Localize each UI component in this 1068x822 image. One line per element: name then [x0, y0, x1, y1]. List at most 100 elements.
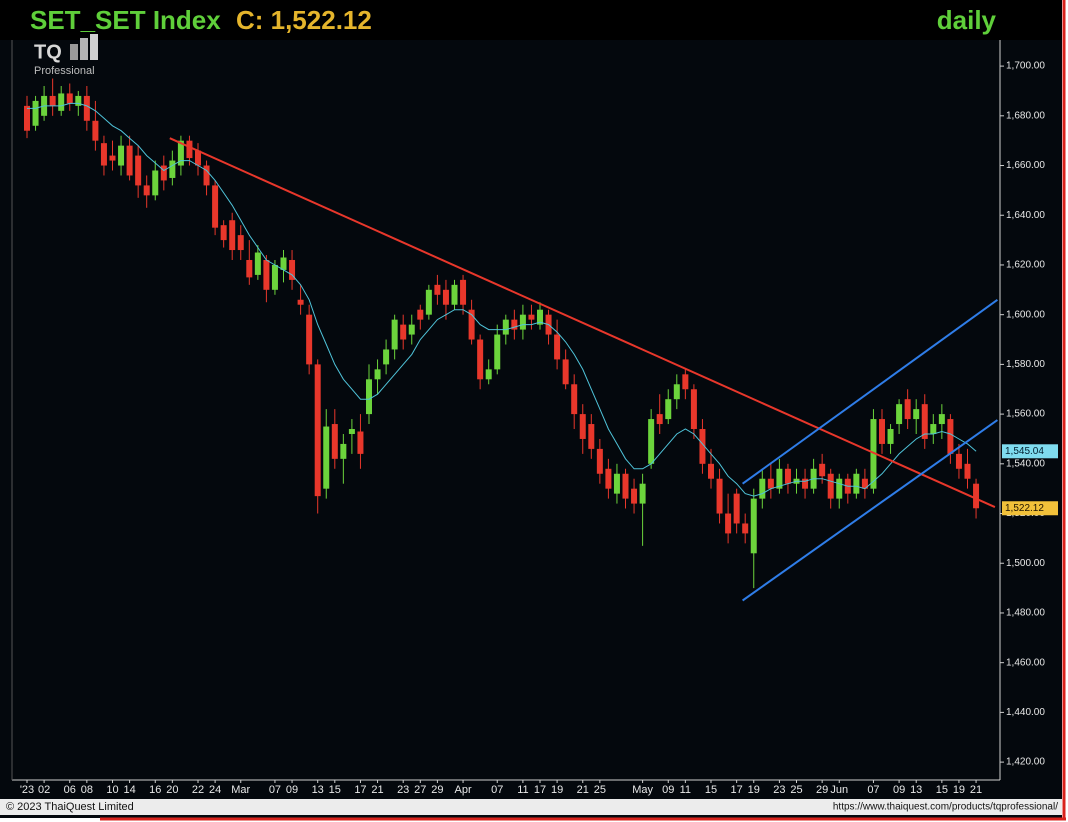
- y-tick-label: 1,540.00: [1006, 458, 1045, 469]
- candle-body: [460, 279, 467, 305]
- candle-body: [229, 220, 236, 251]
- candle-body: [425, 289, 432, 315]
- candle-body: [759, 478, 766, 499]
- x-tick-label: 23: [397, 784, 409, 796]
- candle-body: [631, 488, 638, 504]
- x-tick-label: 19: [953, 784, 965, 796]
- candle-body: [973, 483, 980, 509]
- candle-body: [451, 284, 458, 305]
- plot-area: 1,420.00 1,440.00 1,460.00 1,480.00 1,500.00…: [20, 61, 1046, 796]
- value-box: [1002, 501, 1058, 516]
- candle-body: [100, 143, 107, 166]
- candle-body: [135, 155, 142, 186]
- moving-average: [27, 102, 977, 497]
- x-tick-label: 29: [816, 784, 828, 796]
- x-tick-label: 25: [594, 784, 606, 796]
- x-tick-label: 29: [431, 784, 443, 796]
- candle-body: [152, 170, 159, 196]
- candle-body: [853, 473, 860, 494]
- footer-right: https://www.thaiquest.com/products/tqpro…: [833, 802, 1058, 813]
- x-tick-label: '23: [20, 784, 34, 796]
- candle-body: [49, 95, 56, 106]
- candle-body: [588, 424, 595, 449]
- logo-bar: [70, 44, 78, 60]
- chart-title: SET_SET Index: [30, 5, 221, 35]
- x-tick-label: Apr: [454, 784, 471, 796]
- candle-body: [75, 95, 82, 106]
- x-tick-label: 22: [192, 784, 204, 796]
- candle-body: [802, 478, 809, 489]
- candle-body: [254, 252, 261, 275]
- candle-body: [836, 478, 843, 499]
- x-tick-label: 07: [269, 784, 281, 796]
- candle-body: [921, 404, 928, 439]
- candle-body: [613, 473, 620, 494]
- candle-body: [374, 369, 381, 380]
- y-tick-label: 1,620.00: [1006, 260, 1045, 271]
- candle-body: [408, 324, 415, 335]
- x-tick-label: 07: [867, 784, 879, 796]
- candle-body: [579, 414, 586, 439]
- candle-body: [955, 453, 962, 469]
- value-box: [1002, 444, 1058, 459]
- x-tick-label: 27: [414, 784, 426, 796]
- title-text: SET_SET Index C: 1,522.12: [30, 5, 372, 35]
- x-tick-label: 06: [64, 784, 76, 796]
- candle-body: [442, 289, 449, 305]
- candle-body: [331, 424, 338, 459]
- candle-body: [391, 319, 398, 350]
- candle-body: [289, 259, 296, 280]
- period-label: daily: [937, 5, 997, 35]
- trendline: [742, 419, 998, 602]
- candle-body: [340, 443, 347, 459]
- logo-bar: [90, 34, 98, 60]
- candle-body: [742, 523, 749, 534]
- x-tick-label: 24: [209, 784, 221, 796]
- y-tick-label: 1,460.00: [1006, 657, 1045, 668]
- y-tick-label: 1,680.00: [1006, 110, 1045, 121]
- y-tick-label: 1,440.00: [1006, 707, 1045, 718]
- x-tick-label: 08: [81, 784, 93, 796]
- x-tick-label: 21: [577, 784, 589, 796]
- x-tick-label: 13: [312, 784, 324, 796]
- y-tick-label: 1,580.00: [1006, 359, 1045, 370]
- x-tick-label: 07: [491, 784, 503, 796]
- x-tick-label: 15: [936, 784, 948, 796]
- candle-body: [896, 404, 903, 425]
- value-box-label: 1,522.12: [1005, 503, 1044, 514]
- candle-body: [648, 419, 655, 464]
- x-tick-label: 14: [123, 784, 135, 796]
- candle-body: [417, 309, 424, 320]
- candle-body: [537, 309, 543, 325]
- candle-body: [195, 150, 201, 166]
- candle-body: [887, 429, 894, 444]
- candle-body: [169, 160, 176, 178]
- candle-body: [366, 379, 372, 415]
- x-tick-label: 20: [166, 784, 178, 796]
- candle-body: [938, 414, 945, 425]
- candle-body: [280, 257, 287, 270]
- candle-body: [186, 140, 193, 159]
- y-tick-label: 1,600.00: [1006, 309, 1045, 320]
- candle-body: [502, 319, 509, 335]
- candle-body: [400, 324, 407, 340]
- x-tick-label: Mar: [231, 784, 250, 796]
- x-tick-label: 11: [517, 784, 528, 796]
- y-tick-label: 1,500.00: [1006, 558, 1045, 569]
- x-tick-label: 25: [790, 784, 802, 796]
- candle-body: [83, 95, 90, 121]
- candle-body: [306, 314, 313, 365]
- candle-body: [596, 448, 603, 474]
- x-tick-label: 17: [354, 784, 366, 796]
- candle-body: [690, 389, 697, 430]
- value-box-label: 1,545.04: [1005, 446, 1044, 457]
- candle-body: [819, 463, 826, 477]
- candle-body: [177, 140, 184, 166]
- y-tick-label: 1,480.00: [1006, 608, 1045, 619]
- candle-body: [494, 334, 501, 370]
- candle-body: [237, 235, 244, 251]
- candle-body: [605, 468, 612, 489]
- y-tick-label: 1,640.00: [1006, 210, 1045, 221]
- candle-body: [699, 429, 706, 464]
